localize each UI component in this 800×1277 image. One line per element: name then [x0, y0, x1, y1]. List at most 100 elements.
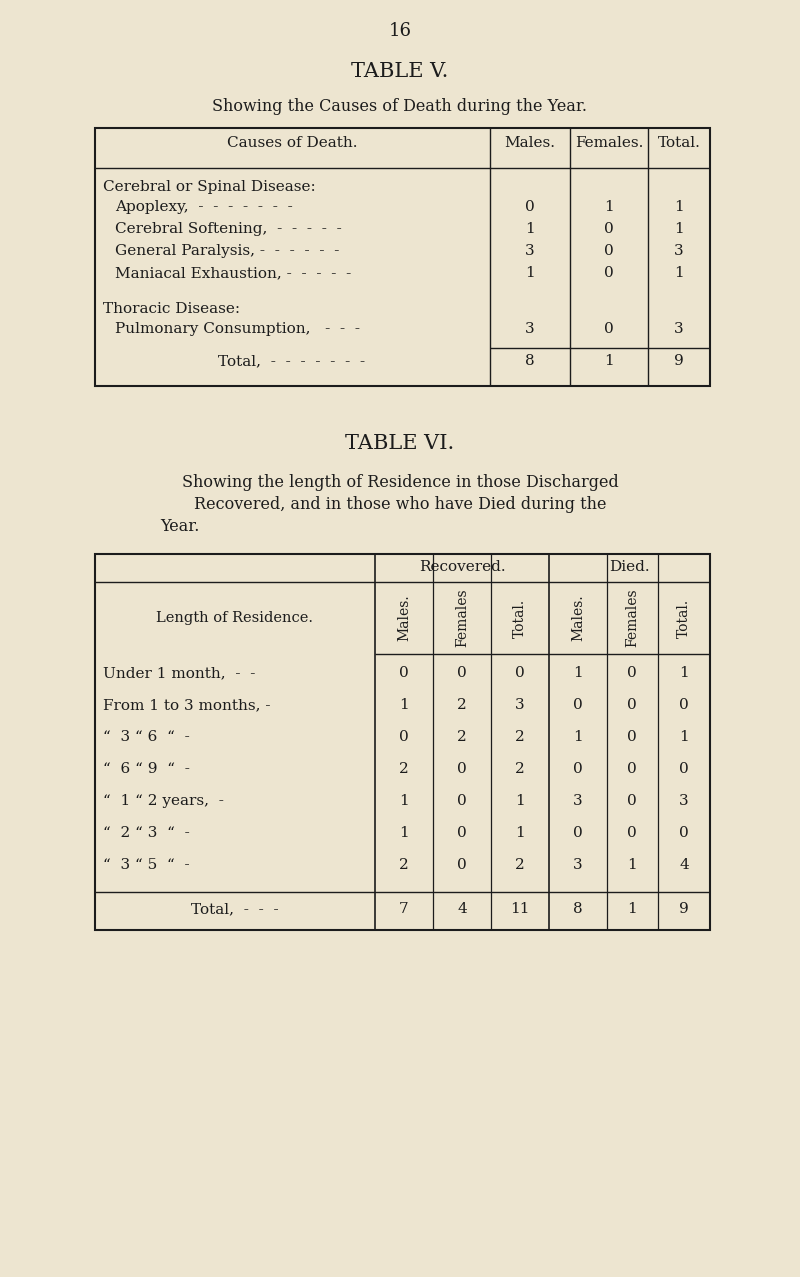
Text: From 1 to 3 months, -: From 1 to 3 months, - [103, 699, 270, 713]
Text: 16: 16 [389, 22, 411, 40]
Text: “  2 “ 3  “  -: “ 2 “ 3 “ - [103, 826, 190, 840]
Text: 8: 8 [525, 354, 535, 368]
Text: Females.: Females. [575, 135, 643, 149]
Text: Females: Females [455, 589, 469, 647]
Text: Total,  -  -  -  -  -  -  -: Total, - - - - - - - [218, 354, 366, 368]
Text: 7: 7 [399, 902, 409, 916]
Text: Recovered.: Recovered. [418, 561, 506, 573]
Text: Under 1 month,  -  -: Under 1 month, - - [103, 667, 255, 679]
Text: 1: 1 [399, 794, 409, 808]
Text: 3: 3 [573, 858, 583, 872]
Text: Apoplexy,  -  -  -  -  -  -  -: Apoplexy, - - - - - - - [115, 200, 293, 215]
Text: 1: 1 [399, 826, 409, 840]
Text: 3: 3 [674, 322, 684, 336]
Text: “  1 “ 2 years,  -: “ 1 “ 2 years, - [103, 794, 224, 808]
Text: 3: 3 [573, 794, 583, 808]
Text: Total,  -  -  -: Total, - - - [191, 902, 279, 916]
Bar [95, 128, 710, 386]
Text: 9: 9 [674, 354, 684, 368]
Text: 0: 0 [604, 244, 614, 258]
Text: Length of Residence.: Length of Residence. [157, 610, 314, 624]
Text: Cerebral or Spinal Disease:: Cerebral or Spinal Disease: [103, 180, 316, 194]
Text: 0: 0 [399, 730, 409, 744]
Text: 4: 4 [457, 902, 467, 916]
Text: 8: 8 [573, 902, 583, 916]
Text: 0: 0 [627, 762, 637, 776]
Text: Males.: Males. [505, 135, 555, 149]
Text: Total.: Total. [677, 599, 691, 637]
Text: Females: Females [625, 589, 639, 647]
Text: 0: 0 [573, 699, 583, 713]
Text: 0: 0 [627, 667, 637, 679]
Text: Maniacal Exhaustion, -  -  -  -  -: Maniacal Exhaustion, - - - - - [115, 266, 351, 280]
Text: TABLE V.: TABLE V. [351, 63, 449, 80]
Text: 0: 0 [457, 794, 467, 808]
Text: 0: 0 [457, 762, 467, 776]
Text: Died.: Died. [609, 561, 650, 573]
Text: 2: 2 [515, 858, 525, 872]
Text: 3: 3 [515, 699, 525, 713]
Text: Recovered, and in those who have Died during the: Recovered, and in those who have Died du… [194, 495, 606, 513]
Text: 1: 1 [573, 730, 583, 744]
Text: 1: 1 [674, 266, 684, 280]
Text: Cerebral Softening,  -  -  -  -  -: Cerebral Softening, - - - - - [115, 222, 342, 236]
Text: 1: 1 [674, 200, 684, 215]
Text: 1: 1 [399, 699, 409, 713]
Text: 0: 0 [627, 826, 637, 840]
Text: 0: 0 [573, 762, 583, 776]
Text: General Paralysis, -  -  -  -  -  -: General Paralysis, - - - - - - [115, 244, 339, 258]
Text: 1: 1 [674, 222, 684, 236]
Bar [95, 554, 710, 930]
Text: 1: 1 [604, 354, 614, 368]
Text: 1: 1 [515, 826, 525, 840]
Text: 2: 2 [399, 858, 409, 872]
Text: 0: 0 [627, 794, 637, 808]
Text: 0: 0 [457, 826, 467, 840]
Text: Year.: Year. [160, 518, 199, 535]
Text: 0: 0 [679, 699, 689, 713]
Text: 0: 0 [515, 667, 525, 679]
Text: 0: 0 [399, 667, 409, 679]
Text: 0: 0 [604, 222, 614, 236]
Text: 3: 3 [525, 244, 535, 258]
Text: Thoracic Disease:: Thoracic Disease: [103, 301, 240, 315]
Text: 0: 0 [573, 826, 583, 840]
Text: Males.: Males. [571, 595, 585, 641]
Text: 0: 0 [604, 322, 614, 336]
Text: 1: 1 [515, 794, 525, 808]
Text: 0: 0 [525, 200, 535, 215]
Text: 0: 0 [627, 730, 637, 744]
Text: 0: 0 [627, 699, 637, 713]
Text: 0: 0 [457, 667, 467, 679]
Text: 0: 0 [679, 762, 689, 776]
Text: 2: 2 [515, 730, 525, 744]
Text: 0: 0 [604, 266, 614, 280]
Text: “  3 “ 6  “  -: “ 3 “ 6 “ - [103, 730, 190, 744]
Text: Total.: Total. [658, 135, 701, 149]
Text: 0: 0 [457, 858, 467, 872]
Text: 2: 2 [457, 699, 467, 713]
Text: Showing the length of Residence in those Discharged: Showing the length of Residence in those… [182, 474, 618, 490]
Text: Males.: Males. [397, 595, 411, 641]
Text: 2: 2 [399, 762, 409, 776]
Text: 3: 3 [674, 244, 684, 258]
Text: 1: 1 [679, 667, 689, 679]
Text: 3: 3 [525, 322, 535, 336]
Text: 1: 1 [604, 200, 614, 215]
Text: 11: 11 [510, 902, 530, 916]
Text: 1: 1 [525, 266, 535, 280]
Text: 1: 1 [573, 667, 583, 679]
Text: 9: 9 [679, 902, 689, 916]
Text: 1: 1 [679, 730, 689, 744]
Text: TABLE VI.: TABLE VI. [346, 434, 454, 453]
Text: 2: 2 [457, 730, 467, 744]
Text: Causes of Death.: Causes of Death. [226, 135, 358, 149]
Text: 3: 3 [679, 794, 689, 808]
Text: 0: 0 [679, 826, 689, 840]
Text: “  6 “ 9  “  -: “ 6 “ 9 “ - [103, 762, 190, 776]
Text: Showing the Causes of Death during the Year.: Showing the Causes of Death during the Y… [213, 98, 587, 115]
Text: 1: 1 [525, 222, 535, 236]
Text: 1: 1 [627, 858, 637, 872]
Text: 2: 2 [515, 762, 525, 776]
Text: 1: 1 [627, 902, 637, 916]
